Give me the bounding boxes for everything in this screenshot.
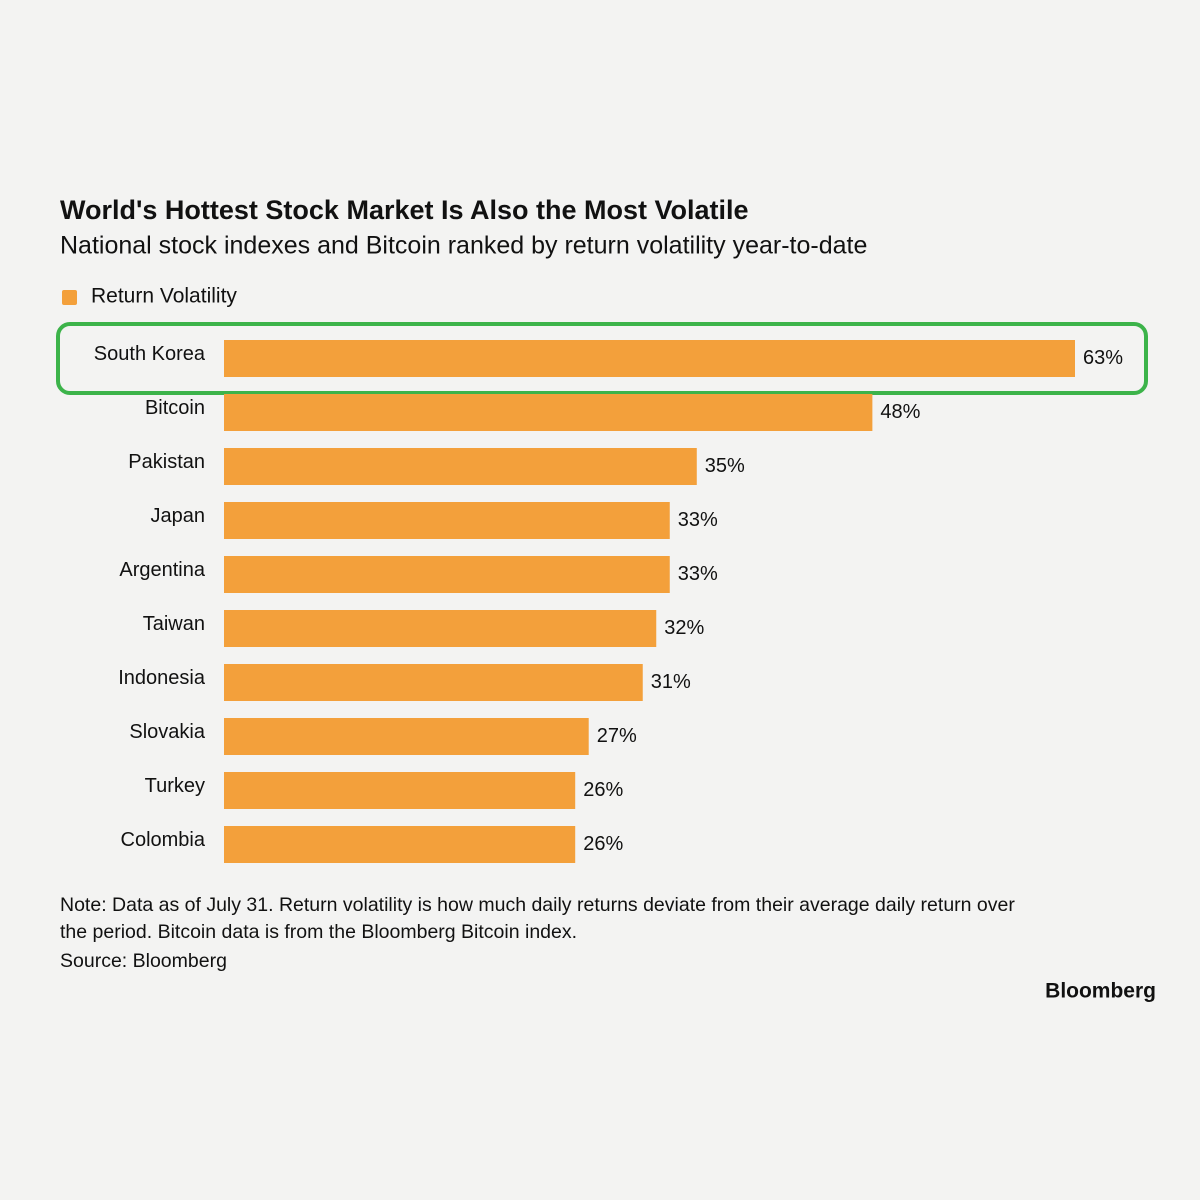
value-label: 33% [678, 563, 718, 585]
bar [224, 610, 657, 647]
category-label: Pakistan [128, 451, 205, 473]
value-label: 48% [880, 401, 920, 423]
value-label: 26% [583, 833, 623, 855]
category-label: Slovakia [129, 721, 205, 743]
category-label: Argentina [119, 559, 205, 581]
category-label: Taiwan [143, 613, 205, 635]
chart-subtitle: National stock indexes and Bitcoin ranke… [60, 232, 867, 260]
bar [224, 718, 589, 755]
legend-label: Return Volatility [91, 285, 237, 308]
source: Source: Bloomberg [60, 950, 227, 972]
bar [224, 394, 873, 431]
category-label: Bitcoin [145, 397, 205, 419]
logo: Bloomberg [1045, 980, 1156, 1003]
bar [224, 772, 576, 809]
bar [224, 664, 643, 701]
bar [224, 556, 670, 593]
value-label: 33% [678, 509, 718, 531]
value-label: 32% [664, 617, 704, 639]
legend-swatch [62, 290, 77, 305]
value-label: 27% [597, 725, 637, 747]
note-line: Note: Data as of July 31. Return volatil… [60, 894, 1015, 916]
note-line: the period. Bitcoin data is from the Blo… [60, 921, 577, 943]
bar [224, 826, 576, 863]
category-label: Indonesia [118, 667, 206, 689]
category-label: Turkey [145, 775, 205, 797]
bar [224, 448, 697, 485]
value-label: 31% [651, 671, 691, 693]
category-label: Colombia [121, 829, 206, 851]
value-label: 35% [705, 455, 745, 477]
value-label: 26% [583, 779, 623, 801]
value-label: 63% [1083, 347, 1123, 369]
bar [224, 502, 670, 539]
category-label: Japan [151, 505, 206, 527]
chart-title: World's Hottest Stock Market Is Also the… [60, 195, 749, 225]
bar [224, 340, 1075, 377]
category-label: South Korea [94, 343, 206, 365]
highlight-box [56, 322, 1148, 395]
